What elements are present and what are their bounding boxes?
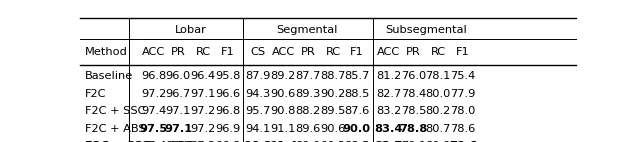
Text: 89.5: 89.5: [320, 106, 346, 116]
Text: F2C + SSC: F2C + SSC: [85, 106, 145, 116]
Text: 87.6: 87.6: [344, 106, 369, 116]
Text: 90.2: 90.2: [321, 89, 346, 99]
Text: 97.4: 97.4: [141, 141, 166, 142]
Text: 96.8: 96.8: [215, 106, 241, 116]
Text: 97.5: 97.5: [140, 124, 168, 134]
Text: Baseline: Baseline: [85, 71, 133, 81]
Text: 94.3: 94.3: [245, 89, 270, 99]
Text: 96.8: 96.8: [141, 71, 166, 81]
Text: 80.9: 80.9: [426, 141, 451, 142]
Text: 78.5: 78.5: [401, 106, 426, 116]
Text: 90.0: 90.0: [342, 124, 371, 134]
Text: 80.2: 80.2: [426, 106, 451, 116]
Text: 97.2: 97.2: [190, 141, 216, 142]
Text: 95.7: 95.7: [245, 106, 270, 116]
Text: ACC: ACC: [272, 47, 295, 57]
Text: F1: F1: [221, 47, 235, 57]
Text: F1: F1: [456, 47, 470, 57]
Text: 89.2: 89.2: [271, 71, 296, 81]
Text: CS: CS: [250, 47, 265, 57]
Text: 97.1: 97.1: [166, 106, 191, 116]
Text: F2C + SSC + ABS: F2C + SSC + ABS: [85, 141, 194, 142]
Text: Subsegmental: Subsegmental: [385, 25, 467, 35]
Text: 96.9: 96.9: [166, 141, 191, 142]
Text: 89.0: 89.0: [296, 141, 321, 142]
Text: 83.7: 83.7: [374, 141, 403, 142]
Text: 97.4: 97.4: [141, 106, 166, 116]
Text: Method: Method: [85, 47, 128, 57]
Text: 88.7: 88.7: [320, 71, 346, 81]
Text: 78.0: 78.0: [450, 106, 476, 116]
Text: 91.1: 91.1: [271, 124, 296, 134]
Text: 96.8: 96.8: [215, 141, 241, 142]
Text: F2C: F2C: [85, 89, 106, 99]
Text: 78.8: 78.8: [399, 124, 428, 134]
Text: PR: PR: [301, 47, 316, 57]
Text: 83.2: 83.2: [376, 106, 401, 116]
Text: PR: PR: [171, 47, 186, 57]
Text: 80.7: 80.7: [426, 124, 451, 134]
Text: 78.6: 78.6: [451, 124, 476, 134]
Text: 88.5: 88.5: [344, 141, 369, 142]
Text: PR: PR: [406, 47, 420, 57]
Text: 96.9: 96.9: [215, 124, 241, 134]
Text: 95.8: 95.8: [215, 71, 241, 81]
Text: 82.7: 82.7: [376, 89, 401, 99]
Text: RC: RC: [195, 47, 211, 57]
Text: 85.7: 85.7: [344, 71, 369, 81]
Text: 79.1: 79.1: [401, 141, 426, 142]
Text: 80.0: 80.0: [426, 89, 451, 99]
Text: 90.6: 90.6: [271, 89, 296, 99]
Text: 87.9: 87.9: [245, 71, 270, 81]
Text: F2C + ABS: F2C + ABS: [85, 124, 145, 134]
Text: 96.0: 96.0: [166, 71, 191, 81]
Text: RC: RC: [325, 47, 340, 57]
Text: 97.1: 97.1: [164, 124, 192, 134]
Text: 90.6: 90.6: [321, 124, 346, 134]
Text: 77.9: 77.9: [450, 89, 476, 99]
Text: RC: RC: [431, 47, 445, 57]
Text: 96.8: 96.8: [243, 141, 272, 142]
Text: 89.3: 89.3: [296, 89, 321, 99]
Text: 97.2: 97.2: [190, 124, 216, 134]
Text: 76.0: 76.0: [401, 71, 426, 81]
Text: 96.7: 96.7: [166, 89, 191, 99]
Text: 83.4: 83.4: [374, 124, 403, 134]
Text: ACC: ACC: [142, 47, 165, 57]
Text: 89.6: 89.6: [296, 124, 321, 134]
Text: 96.6: 96.6: [215, 89, 241, 99]
Text: Segmental: Segmental: [276, 25, 338, 35]
Text: 78.1: 78.1: [426, 71, 451, 81]
Text: 78.6: 78.6: [449, 141, 477, 142]
Text: 88.5: 88.5: [344, 89, 369, 99]
Text: F1: F1: [350, 47, 364, 57]
Text: 88.2: 88.2: [296, 106, 321, 116]
Text: 78.4: 78.4: [401, 89, 426, 99]
Text: 90.2: 90.2: [321, 141, 346, 142]
Text: Lobar: Lobar: [175, 25, 207, 35]
Text: 96.4: 96.4: [191, 71, 216, 81]
Text: 81.2: 81.2: [376, 71, 401, 81]
Text: 75.4: 75.4: [451, 71, 476, 81]
Text: 90.8: 90.8: [271, 106, 296, 116]
Text: 97.1: 97.1: [190, 89, 216, 99]
Text: 97.2: 97.2: [141, 89, 166, 99]
Text: 91.4: 91.4: [269, 141, 298, 142]
Text: 94.1: 94.1: [245, 124, 270, 134]
Text: 87.7: 87.7: [296, 71, 321, 81]
Text: 97.2: 97.2: [190, 106, 216, 116]
Text: ACC: ACC: [377, 47, 400, 57]
